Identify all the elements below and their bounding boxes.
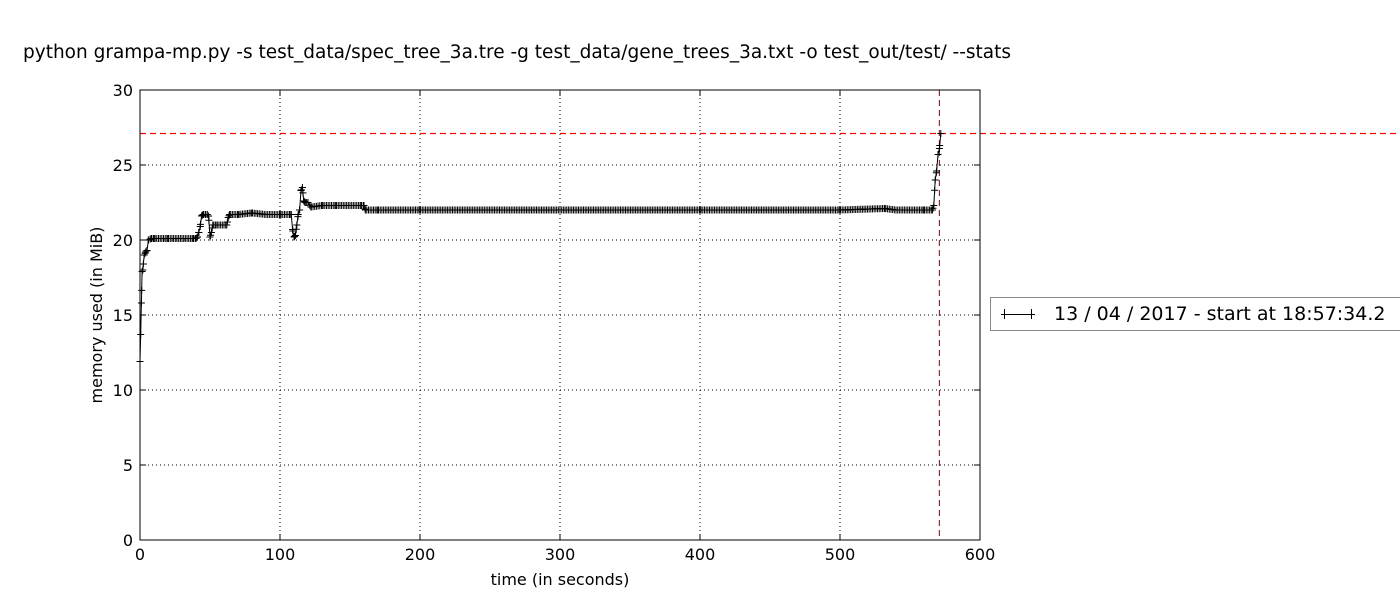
data-point — [928, 206, 936, 214]
data-point — [178, 235, 186, 242]
series-layer — [136, 130, 945, 365]
data-point — [203, 211, 211, 218]
data-point — [301, 198, 309, 206]
data-point — [223, 218, 231, 226]
x-tick-label: 100 — [265, 545, 296, 564]
data-point — [137, 331, 145, 338]
data-point — [137, 299, 145, 307]
data-point — [224, 214, 232, 221]
series-markers — [136, 130, 945, 365]
data-point — [361, 206, 369, 214]
data-point — [138, 286, 146, 294]
data-point — [298, 184, 306, 191]
data-point — [931, 186, 939, 194]
y-tick-label: 20 — [113, 231, 133, 250]
data-point — [206, 233, 214, 241]
reference-lines — [140, 90, 1400, 540]
data-point — [291, 232, 299, 239]
y-tick-label: 10 — [113, 381, 133, 400]
data-point — [196, 223, 204, 230]
data-point — [143, 247, 151, 254]
data-point — [225, 212, 233, 220]
data-point — [937, 130, 945, 137]
legend-marker — [1031, 309, 1032, 319]
y-tick-label: 15 — [113, 306, 133, 325]
data-point — [234, 211, 242, 218]
data-point — [881, 205, 889, 212]
data-point — [207, 229, 215, 236]
data-point — [146, 235, 154, 243]
data-point — [205, 212, 213, 220]
x-tick-label: 600 — [965, 545, 996, 564]
data-point — [150, 235, 158, 242]
legend-line-swatch — [1001, 314, 1035, 315]
data-point — [934, 151, 942, 158]
y-tick-label: 30 — [113, 81, 133, 100]
data-point — [297, 187, 305, 194]
data-point — [416, 206, 424, 214]
data-point — [164, 235, 172, 242]
y-tick-label: 5 — [123, 456, 133, 475]
data-point — [696, 206, 704, 214]
y-axis-label: memory used (in MiB) — [87, 227, 106, 404]
data-point — [276, 211, 284, 218]
x-tick-label: 300 — [545, 545, 576, 564]
data-point — [198, 212, 206, 220]
data-point — [296, 206, 304, 214]
data-point — [300, 197, 308, 205]
data-point — [142, 248, 150, 256]
data-point — [930, 202, 938, 209]
x-tick-label: 400 — [685, 545, 716, 564]
legend-marker — [1004, 309, 1005, 319]
x-tick-label: 500 — [825, 545, 856, 564]
data-point — [318, 202, 326, 209]
data-point — [293, 221, 301, 229]
data-point — [472, 206, 480, 214]
data-point — [556, 206, 564, 214]
series-line — [139, 133, 942, 362]
data-point — [346, 202, 354, 209]
legend: 13 / 04 / 2017 - start at 18:57:34.2 — [990, 297, 1400, 331]
data-point — [920, 206, 928, 214]
data-point — [195, 229, 203, 236]
y-tick-label: 25 — [113, 156, 133, 175]
y-tick-label: 0 — [123, 531, 133, 550]
data-point — [208, 224, 216, 232]
data-point — [290, 233, 298, 241]
chart-title: python grampa-mp.py -s test_data/spec_tr… — [23, 42, 1012, 63]
data-point — [374, 206, 382, 214]
data-point — [836, 206, 844, 214]
data-point — [307, 203, 315, 211]
data-point — [213, 221, 221, 229]
data-point — [192, 235, 200, 242]
data-point — [933, 167, 941, 175]
data-point — [139, 260, 147, 268]
data-point — [193, 233, 201, 241]
data-point — [304, 199, 312, 206]
data-point — [226, 211, 234, 218]
data-point — [931, 176, 939, 184]
data-point — [223, 221, 231, 229]
data-point — [140, 251, 148, 259]
data-point — [198, 211, 206, 219]
data-point — [294, 211, 302, 218]
data-point — [892, 206, 900, 214]
x-tick-label: 0 — [135, 545, 145, 564]
data-point — [935, 145, 943, 152]
x-tick-label: 200 — [405, 545, 436, 564]
grid-layer — [140, 90, 980, 540]
data-point — [289, 226, 297, 233]
data-point — [291, 232, 299, 240]
data-point — [360, 202, 368, 209]
data-point — [287, 211, 295, 218]
data-point — [262, 211, 270, 218]
data-point — [248, 209, 256, 217]
x-axis-label: time (in seconds) — [491, 570, 630, 589]
tick-layer: 0 100 200 300 400 500 600 0 5 10 15 20 25 30 — [113, 81, 996, 564]
legend-label: 13 / 04 / 2017 - start at 18:57:34.2 — [1054, 303, 1386, 325]
data-point — [332, 202, 340, 209]
